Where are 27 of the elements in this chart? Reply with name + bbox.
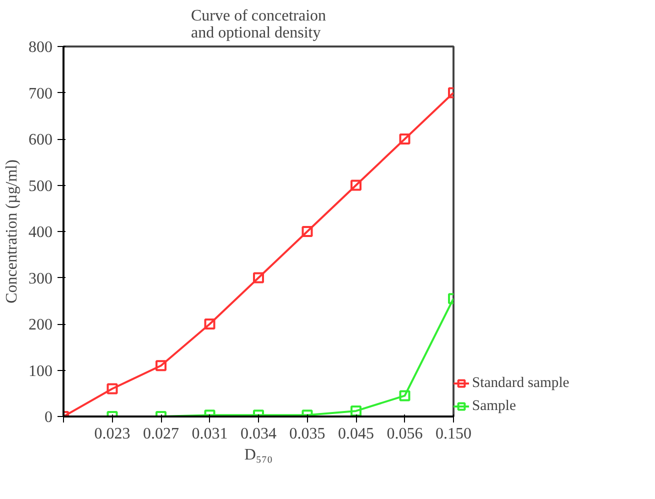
x-tick-label: 0.034 [240,426,276,442]
y-tick-label: 200 [28,316,52,334]
y-tick-label: 400 [28,224,52,241]
point [399,134,410,144]
x-tick-label: 0.056 [386,426,423,442]
y-tick-label: 300 [28,270,52,288]
y-tick-label: 700 [28,85,52,102]
y-tick-label: 600 [28,132,52,148]
y-axis-title: Concentration (µg/ml) [4,160,20,304]
x-tick-label: 0.150 [436,426,472,442]
y-tick-label: 0 [44,409,52,426]
x-axis-title: D₅₇₀ [244,446,273,464]
legend-label: Sample [472,398,516,414]
x-tick-label: 0.027 [143,426,179,442]
legend-label: Standard sample [472,374,570,392]
x-tick-label: 0.035 [289,426,326,442]
point [350,180,362,191]
x-tick-label: 0.023 [94,426,130,442]
x-tick-label: 0.045 [338,426,374,442]
chart-title: Curve of concetraion and optional density [190,8,326,42]
y-tick-label: 800 [28,39,52,56]
y-tick-label: 100 [28,362,52,380]
x-tick-label: 0.031 [192,426,228,442]
point [204,318,216,330]
point [302,226,313,237]
point [253,272,264,284]
y-tick-label: 500 [28,178,52,195]
